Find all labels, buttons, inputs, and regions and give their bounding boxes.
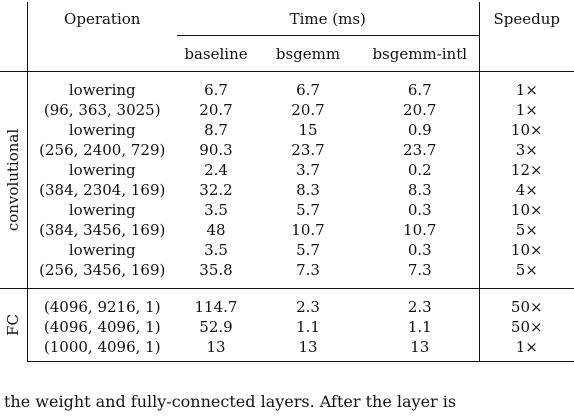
- bsgemm-intl-cell: 13: [361, 337, 479, 362]
- table-row: (256, 2400, 729) 90.3 23.7 23.7 3×: [0, 140, 574, 160]
- bsgemm-intl-cell: 7.3: [407, 261, 432, 279]
- bsgemm-cell: 2.3: [255, 288, 361, 317]
- baseline-cell: 3.5: [204, 241, 228, 259]
- speedup-cell: 1×: [478, 337, 574, 362]
- operation-cell: (384, 3456, 169): [39, 221, 166, 239]
- table-row: lowering 3.5 5.7 0.3 10×: [0, 200, 574, 220]
- bsgemm-intl-cell: 23.7: [403, 141, 437, 159]
- bsgemm-cell: 8.3: [296, 181, 320, 199]
- table-row: (4096, 4096, 1) 52.9 1.1 1.1 50×: [0, 317, 574, 337]
- baseline-cell: 90.3: [199, 141, 233, 159]
- speedup-cell: 50×: [478, 317, 574, 337]
- bsgemm-cell: 5.7: [296, 241, 320, 259]
- group-header-spacer: [0, 2, 28, 36]
- bsgemm-cell: 5.7: [296, 201, 320, 219]
- operation-cell: lowering: [68, 241, 136, 259]
- operation-cell: (96, 363, 3025): [43, 101, 161, 119]
- group-label: convolutional: [4, 128, 23, 232]
- table-row: (1000, 4096, 1) 13 13 13 1×: [0, 337, 574, 362]
- speedup-cell: 5×: [478, 260, 574, 289]
- speedup-cell: 10×: [478, 200, 574, 220]
- bsgemm-intl-cell: 20.7: [403, 101, 437, 119]
- bsgemm-intl-cell: 0.3: [407, 241, 432, 259]
- bsgemm-cell: 3.7: [296, 161, 320, 179]
- bsgemm-cell: 10.7: [291, 221, 325, 239]
- bsgemm-cell: 15: [298, 121, 318, 139]
- speedup-cell: 5×: [478, 220, 574, 240]
- table-row: (384, 2304, 169) 32.2 8.3 8.3 4×: [0, 180, 574, 200]
- operation-cell: lowering: [68, 121, 136, 139]
- table-row: lowering 8.7 15 0.9 10×: [0, 120, 574, 140]
- table-row: lowering 3.5 5.7 0.3 10×: [0, 240, 574, 260]
- operation-cell: (256, 3456, 169): [39, 261, 166, 279]
- operation-cell: (1000, 4096, 1): [27, 337, 177, 362]
- speedup-cell: 3×: [478, 140, 574, 160]
- bsgemm-cell: 20.7: [291, 101, 325, 119]
- speedup-header: Speedup: [478, 2, 574, 36]
- continuation-text: the weight and fully-connected layers. A…: [4, 392, 457, 411]
- operation-cell: (384, 2304, 169): [39, 181, 166, 199]
- baseline-cell: 114.7: [177, 288, 255, 317]
- speedup-cell: 1×: [478, 71, 574, 100]
- baseline-cell: 20.7: [199, 101, 233, 119]
- bsgemm-cell: 13: [255, 337, 361, 362]
- baseline-cell: 6.7: [204, 81, 228, 99]
- bsgemm-intl-cell: 1.1: [407, 318, 432, 336]
- baseline-cell: 8.7: [204, 121, 228, 139]
- bsgemm-cell: 7.3: [296, 261, 320, 279]
- baseline-cell: 3.5: [204, 201, 228, 219]
- operation-cell: (4096, 9216, 1): [27, 288, 177, 317]
- bsgemm-intl-cell: 6.7: [407, 81, 432, 99]
- operation-cell: lowering: [68, 81, 136, 99]
- operation-cell: lowering: [68, 161, 136, 179]
- table-row: (96, 363, 3025) 20.7 20.7 20.7 1×: [0, 100, 574, 120]
- speedup-cell: 50×: [478, 288, 574, 317]
- speedup-cell: 10×: [478, 240, 574, 260]
- operation-cell: (4096, 4096, 1): [43, 318, 161, 336]
- bsgemm-cell: 23.7: [291, 141, 325, 159]
- time-header: Time (ms): [177, 2, 479, 36]
- baseline-cell: 2.4: [204, 161, 228, 179]
- operation-cell: (256, 2400, 729): [39, 141, 166, 159]
- bsgemm-intl-cell: 10.7: [403, 221, 437, 239]
- table-row: lowering 2.4 3.7 0.2 12×: [0, 160, 574, 180]
- group-label-cell: FC: [0, 288, 28, 362]
- operation-header: Operation: [64, 9, 141, 28]
- table-row: convolutional lowering 6.7 6.7 6.7 1×: [0, 71, 574, 289]
- baseline-cell: 35.8: [199, 261, 233, 279]
- speedup-cell: 4×: [478, 180, 574, 200]
- table-row: (256, 3456, 169) 35.8 7.3 7.3 5×: [0, 260, 574, 289]
- bsgemm-intl-cell: 0.9: [407, 121, 432, 139]
- table-body: convolutional lowering 6.7 6.7 6.7 1× (96, 363…: [0, 71, 574, 362]
- bsgemm-header: bsgemm: [255, 35, 361, 72]
- bsgemm-intl-cell: 0.3: [407, 201, 432, 219]
- baseline-header: baseline: [177, 35, 255, 72]
- baseline-cell: 52.9: [199, 318, 233, 336]
- baseline-cell: 13: [177, 337, 255, 362]
- bsgemm-cell: 6.7: [296, 81, 320, 99]
- timing-table: Operation Time (ms) Speedup baseline bsg…: [0, 2, 574, 362]
- baseline-cell: 32.2: [199, 181, 233, 199]
- speedup-cell: 10×: [478, 120, 574, 140]
- speedup-cell: 1×: [478, 100, 574, 120]
- table-row: FC (4096, 9216, 1) 114.7 2.3 2.3 50×: [0, 288, 574, 362]
- table-row: (384, 3456, 169) 48 10.7 10.7 5×: [0, 220, 574, 240]
- baseline-cell: 48: [206, 221, 226, 239]
- bsgemm-intl-header: bsgemm-intl: [361, 35, 479, 72]
- bsgemm-intl-cell: 2.3: [361, 288, 479, 317]
- speedup-cell: 12×: [478, 160, 574, 180]
- bsgemm-intl-cell: 0.2: [407, 161, 432, 179]
- bsgemm-intl-cell: 8.3: [407, 181, 432, 199]
- group-label-cell: convolutional: [0, 71, 28, 289]
- operation-cell: lowering: [68, 201, 136, 219]
- group-label: FC: [4, 314, 23, 337]
- bsgemm-cell: 1.1: [296, 318, 320, 336]
